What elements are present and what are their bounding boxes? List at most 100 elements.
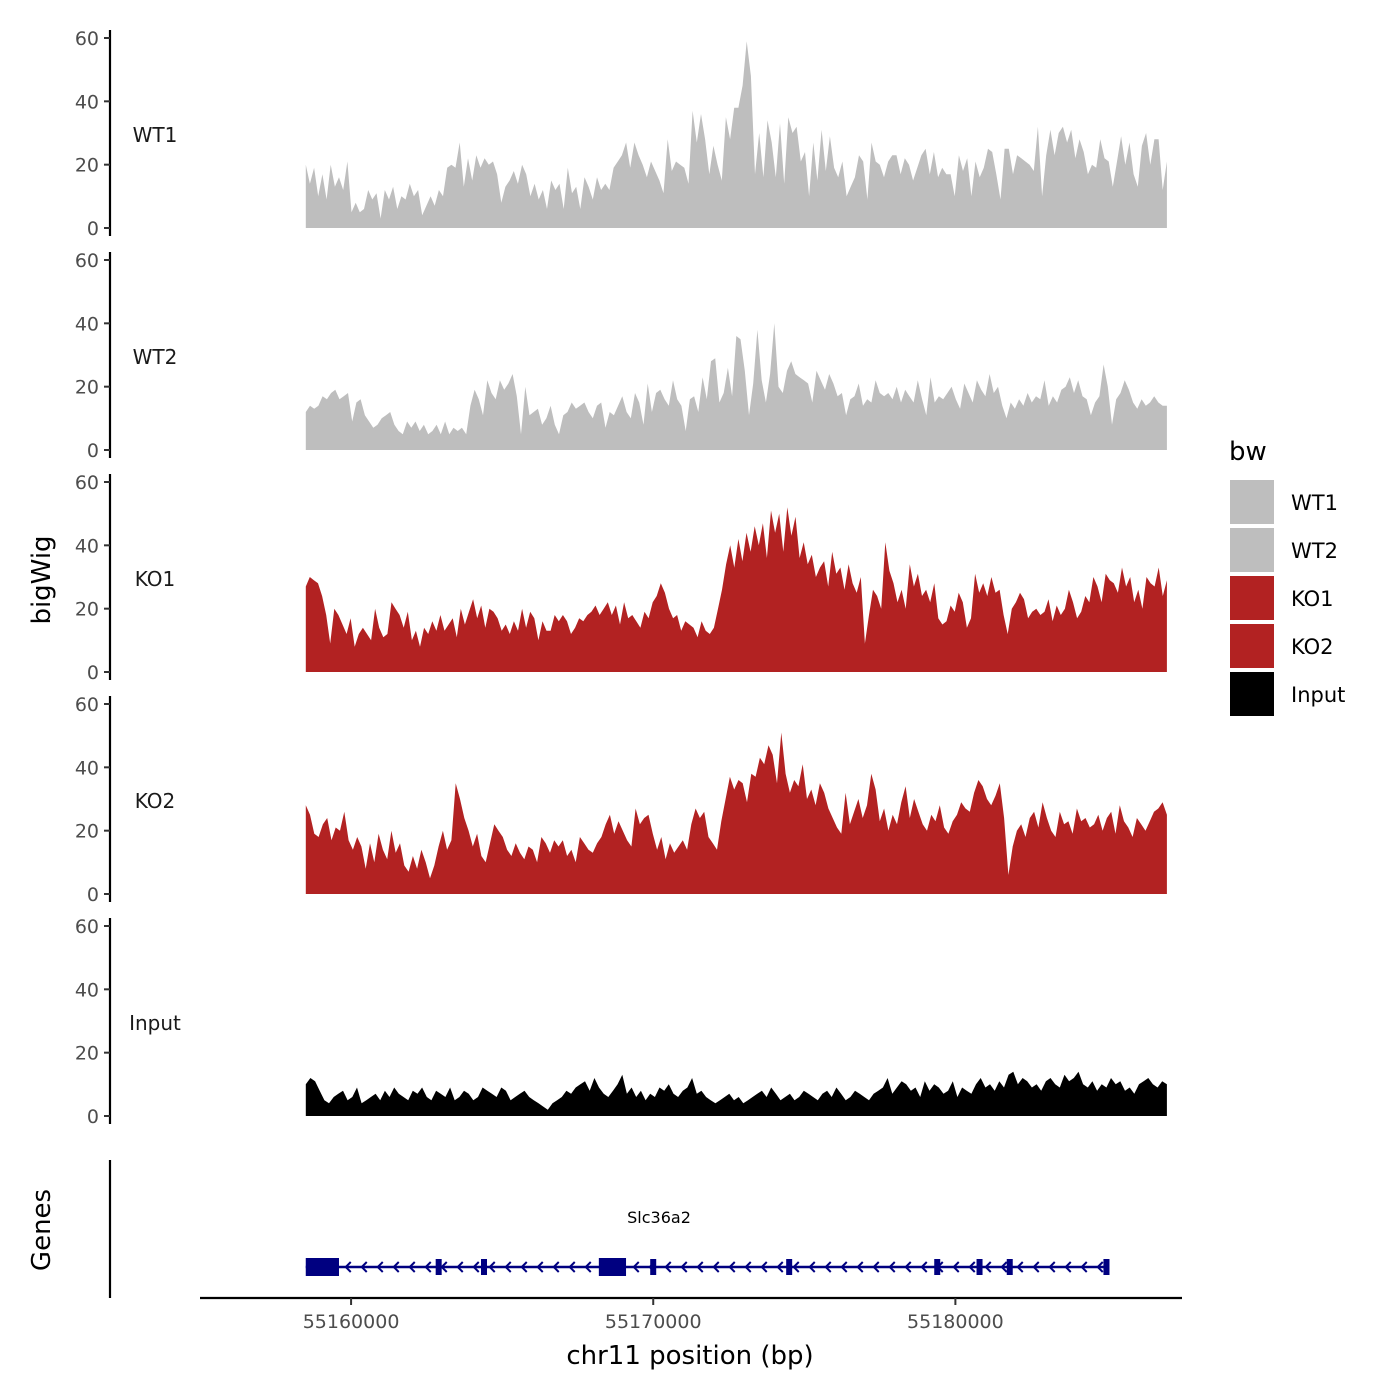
strand-arrow bbox=[440, 1261, 448, 1273]
y-tick-label: 20 bbox=[75, 1043, 99, 1065]
gene-track: Slc36a2 bbox=[108, 1160, 1110, 1298]
y-tick-label: 20 bbox=[75, 599, 99, 621]
strand-arrow bbox=[1048, 1261, 1056, 1273]
strand-arrow bbox=[792, 1261, 800, 1273]
legend-label: WT1 bbox=[1291, 491, 1338, 515]
y-tick-label: 40 bbox=[75, 979, 99, 1001]
y-tick-label: 40 bbox=[75, 535, 99, 557]
y-tick-label: 0 bbox=[87, 1106, 99, 1128]
strand-arrow bbox=[632, 1261, 640, 1273]
track-wt1: 0 20 40 60 WT1 bbox=[75, 28, 1167, 240]
strand-arrow bbox=[1000, 1261, 1008, 1273]
y-tick-label: 20 bbox=[75, 155, 99, 177]
legend-swatch bbox=[1230, 624, 1274, 668]
strand-arrow bbox=[488, 1261, 496, 1273]
legend-swatch bbox=[1230, 672, 1274, 716]
strand-arrow bbox=[376, 1261, 384, 1273]
gene-exon bbox=[934, 1259, 941, 1275]
gene-exon bbox=[786, 1259, 793, 1275]
strand-arrow bbox=[664, 1261, 672, 1273]
gene-name: Slc36a2 bbox=[627, 1208, 691, 1227]
strand-arrow bbox=[840, 1261, 848, 1273]
strand-arrow bbox=[808, 1261, 816, 1273]
strand-arrow bbox=[760, 1261, 768, 1273]
legend: bw WT1 WT2 KO1 KO2 Input bbox=[1229, 437, 1345, 716]
y-tick-label: 60 bbox=[75, 916, 99, 938]
y-tick-label: 0 bbox=[87, 884, 99, 906]
strand-arrow bbox=[904, 1261, 912, 1273]
x-axis-title: chr11 position (bp) bbox=[566, 1341, 813, 1371]
legend-label: KO2 bbox=[1291, 635, 1334, 659]
strand-arrow bbox=[824, 1261, 832, 1273]
x-tick-label: 55160000 bbox=[303, 1311, 400, 1333]
y-tick-label: 0 bbox=[87, 662, 99, 684]
strand-arrow bbox=[1096, 1261, 1104, 1273]
strand-arrow bbox=[968, 1261, 976, 1273]
coverage-area-ko1 bbox=[305, 507, 1167, 672]
strand-arrow bbox=[680, 1261, 688, 1273]
y-tick-label: 60 bbox=[75, 694, 99, 716]
gene-exon bbox=[305, 1258, 339, 1276]
track-input: 0 20 40 60 Input bbox=[75, 916, 1167, 1128]
strand-arrow bbox=[728, 1261, 736, 1273]
track-label: KO1 bbox=[135, 567, 176, 591]
track-wt2: 0 20 40 60 WT2 bbox=[75, 250, 1167, 462]
strand-arrow bbox=[1064, 1261, 1072, 1273]
coverage-tracks: 0 20 40 60 WT1 0 20 40 60 WT2 0 20 40 60 KO1 0 20 40 60 KO2… bbox=[75, 28, 1167, 1128]
strand-arrow bbox=[888, 1261, 896, 1273]
strand-arrow bbox=[872, 1261, 880, 1273]
x-tick-label: 55170000 bbox=[605, 1311, 702, 1333]
strand-arrow bbox=[472, 1261, 480, 1273]
strand-arrow bbox=[504, 1261, 512, 1273]
legend-label: WT2 bbox=[1291, 539, 1338, 563]
coverage-area-wt1 bbox=[305, 41, 1167, 229]
strand-arrow bbox=[344, 1261, 352, 1273]
track-label: WT1 bbox=[133, 123, 178, 147]
y-tick-label: 0 bbox=[87, 218, 99, 240]
y-tick-label: 40 bbox=[75, 757, 99, 779]
strand-arrow bbox=[520, 1261, 528, 1273]
coverage-area-wt2 bbox=[305, 323, 1167, 450]
gene-exon bbox=[1006, 1259, 1013, 1275]
strand-arrow bbox=[456, 1261, 464, 1273]
y-tick-label: 40 bbox=[75, 313, 99, 335]
y-tick-label: 60 bbox=[75, 250, 99, 272]
gene-exon bbox=[598, 1258, 627, 1276]
y-tick-label: 60 bbox=[75, 472, 99, 494]
gene-exon bbox=[435, 1259, 442, 1275]
y-axis-title: bigWig bbox=[27, 535, 57, 624]
y-tick-label: 20 bbox=[75, 377, 99, 399]
track-label: WT2 bbox=[133, 345, 178, 369]
gene-exon bbox=[650, 1259, 657, 1275]
strand-arrow bbox=[584, 1261, 592, 1273]
track-ko2: 0 20 40 60 KO2 bbox=[75, 694, 1167, 906]
strand-arrow bbox=[408, 1261, 416, 1273]
track-label: KO2 bbox=[135, 789, 176, 813]
strand-arrow bbox=[984, 1261, 992, 1273]
y-tick-label: 60 bbox=[75, 28, 99, 50]
strand-arrow bbox=[1080, 1261, 1088, 1273]
legend-swatch bbox=[1230, 528, 1274, 572]
legend-label: Input bbox=[1291, 683, 1345, 707]
gene-track-title: Genes bbox=[27, 1189, 57, 1271]
track-ko1: 0 20 40 60 KO1 bbox=[75, 472, 1167, 684]
legend-title: bw bbox=[1229, 437, 1267, 467]
strand-arrow bbox=[776, 1261, 784, 1273]
strand-arrow bbox=[536, 1261, 544, 1273]
strand-arrow bbox=[856, 1261, 864, 1273]
track-label: Input bbox=[129, 1011, 181, 1035]
x-axis: 55160000 55170000 55180000 bbox=[200, 1296, 1182, 1333]
y-tick-label: 0 bbox=[87, 440, 99, 462]
gene-exon bbox=[481, 1259, 488, 1275]
x-tick-label: 55180000 bbox=[907, 1311, 1004, 1333]
strand-arrow bbox=[1016, 1261, 1024, 1273]
strand-arrow bbox=[920, 1261, 928, 1273]
gene-exon bbox=[1103, 1259, 1110, 1275]
strand-arrow bbox=[1032, 1261, 1040, 1273]
y-tick-label: 40 bbox=[75, 91, 99, 113]
strand-arrow bbox=[424, 1261, 432, 1273]
coverage-area-ko2 bbox=[305, 732, 1167, 894]
gene-exon bbox=[976, 1259, 983, 1275]
strand-arrow bbox=[744, 1261, 752, 1273]
